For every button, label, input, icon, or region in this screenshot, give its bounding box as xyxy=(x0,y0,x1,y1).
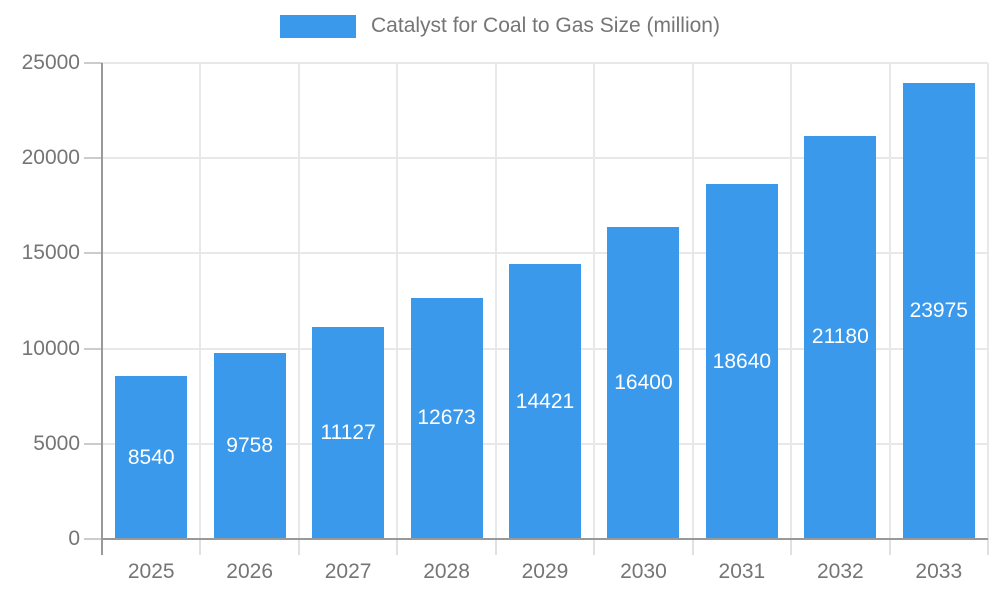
y-tick xyxy=(84,252,102,255)
x-axis-label: 2025 xyxy=(127,560,175,583)
x-tick xyxy=(199,539,202,555)
x-gridline xyxy=(396,63,399,539)
bar[interactable] xyxy=(607,226,680,539)
x-gridline xyxy=(494,63,497,539)
bar[interactable] xyxy=(804,135,877,539)
y-tick-label: 20000 xyxy=(21,146,80,170)
x-gridline xyxy=(888,63,891,539)
x-axis-label: 2027 xyxy=(324,560,372,583)
x-axis-label: 2026 xyxy=(226,560,274,583)
bar-value-label: 14421 xyxy=(515,389,575,413)
y-tick-label: 15000 xyxy=(21,241,80,265)
legend-swatch-icon xyxy=(280,14,357,38)
y-tick xyxy=(84,347,102,350)
bar[interactable] xyxy=(115,376,188,539)
bar-value-label: 9758 xyxy=(226,434,274,458)
x-axis-label: 2030 xyxy=(620,560,667,583)
x-axis-label: 2031 xyxy=(718,560,766,583)
bar[interactable] xyxy=(312,327,385,539)
y-tick-label: 10000 xyxy=(21,336,80,360)
y-tick xyxy=(84,157,102,160)
x-tick xyxy=(987,539,989,555)
bar[interactable] xyxy=(902,82,975,539)
x-gridline xyxy=(199,63,202,539)
x-tick xyxy=(396,539,399,555)
bar-value-label: 16400 xyxy=(614,370,673,394)
legend[interactable]: Catalyst for Coal to Gas Size (million) xyxy=(0,14,1000,38)
y-tick xyxy=(84,442,102,445)
x-tick xyxy=(790,539,793,555)
bar-value-label: 23975 xyxy=(909,298,968,322)
bar-value-label: 11127 xyxy=(320,421,376,445)
bar[interactable] xyxy=(410,297,483,539)
x-axis-label: 2029 xyxy=(521,560,569,583)
y-gridline xyxy=(102,252,988,255)
x-tick xyxy=(297,539,300,555)
x-gridline xyxy=(297,63,300,539)
y-tick-label: 25000 xyxy=(21,51,80,74)
x-tick xyxy=(888,539,891,555)
x-axis-label: 2032 xyxy=(816,560,864,583)
x-axis-line xyxy=(101,538,988,540)
x-gridline xyxy=(691,63,694,539)
bar-value-label: 21180 xyxy=(811,325,869,349)
bar-value-label: 12673 xyxy=(417,406,476,430)
y-gridline xyxy=(102,157,988,160)
legend-label: Catalyst for Coal to Gas Size (million) xyxy=(371,14,720,37)
y-tick xyxy=(84,538,102,540)
x-gridline xyxy=(593,63,596,539)
y-tick-label: 0 xyxy=(68,527,80,550)
x-axis-label: 2028 xyxy=(423,560,470,583)
bar[interactable] xyxy=(213,353,286,539)
bar-value-label: 8540 xyxy=(127,445,175,469)
x-tick xyxy=(494,539,497,555)
x-tick xyxy=(593,539,596,555)
x-gridline xyxy=(790,63,793,539)
y-tick-label: 5000 xyxy=(33,431,80,455)
x-gridline xyxy=(987,63,989,539)
x-axis-label: 2033 xyxy=(915,560,963,583)
bar-value-label: 18640 xyxy=(712,349,772,373)
y-axis-line xyxy=(101,63,103,555)
y-tick xyxy=(84,62,102,64)
y-gridline xyxy=(102,62,988,64)
bar[interactable] xyxy=(509,264,581,539)
bar[interactable] xyxy=(705,184,778,539)
x-tick xyxy=(691,539,694,555)
